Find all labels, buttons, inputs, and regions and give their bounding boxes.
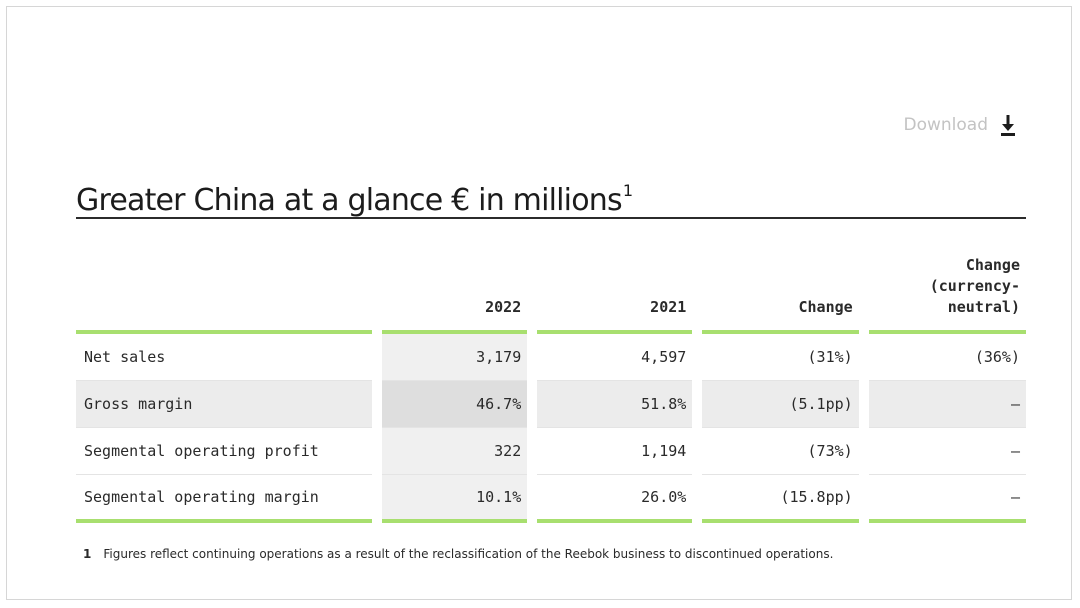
row-label: Gross margin [76,381,372,428]
header-change-cn-line-3: neutral) [947,298,1020,316]
cell-2021: 26.0% [537,475,693,523]
row-label: Net sales [76,334,372,381]
cell-change: (5.1pp) [702,381,859,428]
row-label: Segmental operating profit [76,428,372,475]
table-row: Segmental operating profit 322 1,194 (73… [76,428,1026,475]
header-change: Change [702,255,859,334]
download-icon [1000,113,1016,137]
cell-change: (31%) [702,334,859,381]
header-label [76,255,372,334]
glance-table: 2022 2021 Change Change (currency- neutr… [66,255,1036,523]
cell-2021: 4,597 [537,334,693,381]
row-label: Segmental operating margin [76,475,372,523]
footnote-number: 1 [83,547,92,561]
footnote: 1 Figures reflect continuing operations a… [83,547,833,561]
download-button[interactable]: Download [903,113,1016,137]
page-title-text: Greater China at a glance € in millions [76,183,623,218]
page-frame: Download Greater China at a glance € in … [6,6,1072,600]
download-label: Download [903,115,988,135]
cell-change-cn: – [868,381,1026,428]
cell-2022: 3,179 [381,334,528,381]
cell-change: (73%) [702,428,859,475]
title-footnote-ref: 1 [622,181,633,200]
footnote-text: Figures reflect continuing operations as… [103,547,834,561]
table-row: Gross margin 46.7% 51.8% (5.1pp) – [76,381,1026,428]
cell-2021: 1,194 [537,428,693,475]
cell-change: (15.8pp) [702,475,859,523]
cell-2022: 322 [381,428,528,475]
cell-change-cn: – [868,475,1026,523]
header-2022: 2022 [381,255,528,334]
cell-change-cn: – [868,428,1026,475]
table-row: Net sales 3,179 4,597 (31%) (36%) [76,334,1026,381]
cell-2021: 51.8% [537,381,693,428]
cell-2022: 46.7% [381,381,528,428]
page-title: Greater China at a glance € in millions1 [76,169,1026,219]
table-header-row: 2022 2021 Change Change (currency- neutr… [76,255,1026,334]
cell-change-cn: (36%) [868,334,1026,381]
header-change-currency-neutral: Change (currency- neutral) [868,255,1026,334]
header-change-cn-line-2: (currency- [929,277,1020,295]
header-2021: 2021 [537,255,693,334]
cell-2022: 10.1% [381,475,528,523]
header-change-cn-line-1: Change [965,256,1020,274]
table-row: Segmental operating margin 10.1% 26.0% (… [76,475,1026,523]
